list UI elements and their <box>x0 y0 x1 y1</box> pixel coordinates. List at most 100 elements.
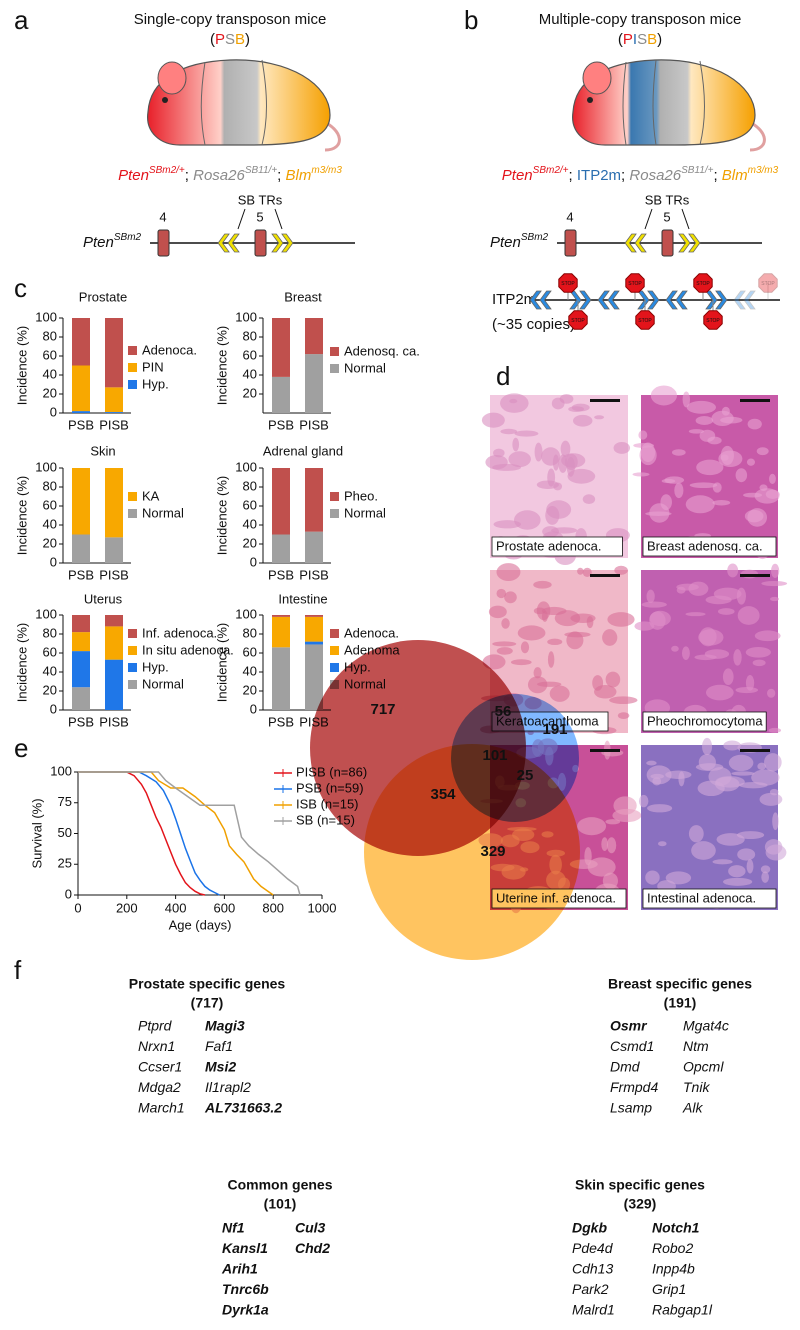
x-tick-label: PISB <box>299 417 329 432</box>
chevron <box>607 290 620 310</box>
scale-bar <box>740 399 770 402</box>
gene-name: Tnrc6b <box>222 1281 269 1297</box>
tissue-texture <box>517 625 546 641</box>
allele-sup: SBm2/+ <box>533 165 569 176</box>
y-tick-label: 0 <box>50 554 57 569</box>
panel-label: c <box>14 273 27 303</box>
survival-curve <box>78 771 206 896</box>
legend-swatch <box>330 347 339 356</box>
chart-title: Breast <box>284 289 322 304</box>
gene-name: Chd2 <box>295 1240 330 1256</box>
legend-label: Normal <box>344 505 386 520</box>
gene-name: AL731663.2 <box>204 1100 282 1116</box>
tissue-texture <box>745 675 755 691</box>
gene-name: Msi2 <box>205 1059 236 1075</box>
tissue-texture <box>759 792 783 806</box>
chevron <box>569 290 582 310</box>
stop-label: STOP <box>706 318 720 324</box>
tissue-texture <box>558 454 568 473</box>
tissue-texture <box>674 482 684 499</box>
tissue-texture <box>493 448 505 458</box>
legend-label: Normal <box>142 676 184 691</box>
tissue-texture <box>768 727 782 733</box>
tissue-texture <box>735 468 748 483</box>
image-label-box <box>642 711 767 732</box>
allele-sup: SBm2 <box>114 232 142 243</box>
venn-count: 56 <box>495 703 512 720</box>
x-tick-label: PISB <box>299 567 329 582</box>
tissue-texture <box>649 503 670 523</box>
strain-letter: P <box>215 31 225 48</box>
chevron <box>579 290 592 310</box>
gene-name: Lsamp <box>610 1100 652 1116</box>
image-label: Breast adenosq. ca. <box>647 538 763 553</box>
strain-letter: ) <box>657 31 662 48</box>
tissue-texture <box>650 385 678 406</box>
y-axis-label: Incidence (%) <box>14 476 29 555</box>
gene-name: Alk <box>682 1100 703 1116</box>
y-axis-label: Incidence (%) <box>214 623 229 702</box>
x-tick-label: 200 <box>116 900 138 915</box>
y-tick-label: 20 <box>43 535 57 550</box>
y-tick-label: 0 <box>250 701 257 716</box>
y-tick-label: 60 <box>243 347 257 362</box>
legend-swatch <box>128 646 137 655</box>
gene-name: Ptprd <box>138 1018 173 1034</box>
tissue-texture <box>520 641 530 654</box>
x-tick-label: PSB <box>268 714 294 729</box>
gene-name: Cdh13 <box>572 1261 613 1277</box>
tissue-texture <box>688 825 704 843</box>
y-tick-label: 60 <box>243 497 257 512</box>
tissue-texture <box>769 473 776 484</box>
image-label: Intestinal adenoca. <box>647 890 756 905</box>
tissue-texture <box>601 837 608 852</box>
chart-title: Uterus <box>84 591 123 606</box>
gene-name: Cul3 <box>295 1220 326 1236</box>
tissue-texture <box>746 859 754 874</box>
tissue-texture <box>747 418 762 430</box>
tissue-texture <box>617 712 630 720</box>
stop-label: STOP <box>638 318 652 324</box>
y-tick-label: 60 <box>43 347 57 362</box>
scale-bar <box>740 749 770 752</box>
bar-segment <box>305 616 323 642</box>
tissue-texture <box>514 430 539 437</box>
tissue-texture <box>485 455 508 470</box>
y-tick-label: 100 <box>50 763 72 778</box>
gene-list-title: Prostate specific genes <box>129 976 286 992</box>
y-tick-label: 75 <box>58 794 72 809</box>
panel-label: a <box>14 5 29 35</box>
image-label: Prostate adenoca. <box>496 538 602 553</box>
tissue-texture <box>482 654 506 670</box>
chart-title: Skin <box>90 443 115 458</box>
tissue-texture <box>736 831 765 840</box>
tissue-texture <box>745 646 771 658</box>
bar-segment <box>72 534 90 563</box>
gene-name: Faf1 <box>205 1038 233 1054</box>
tissue-texture <box>645 870 660 885</box>
tissue-texture <box>707 436 722 445</box>
gene-list-count: (717) <box>191 995 224 1011</box>
gene-name: Frmpd4 <box>610 1079 658 1095</box>
y-tick-label: 40 <box>243 663 257 678</box>
gene-name: Nf1 <box>222 1220 245 1236</box>
tissue-texture <box>504 591 517 604</box>
chevron <box>647 290 660 310</box>
legend-swatch <box>330 629 339 638</box>
y-tick-label: 100 <box>35 606 57 621</box>
tissue-texture <box>638 794 649 808</box>
legend-swatch <box>330 492 339 501</box>
chevron <box>281 233 294 253</box>
gene-name: Pde4d <box>572 1240 614 1256</box>
tissue-texture <box>605 819 621 825</box>
exon-number: 5 <box>663 209 670 224</box>
x-tick-label: PSB <box>268 567 294 582</box>
tissue-texture <box>728 865 746 878</box>
venn-count: 717 <box>370 701 395 718</box>
y-tick-label: 80 <box>243 625 257 640</box>
bar-segment <box>72 651 90 688</box>
tissue-texture <box>708 767 732 786</box>
legend-label: Hyp. <box>142 376 169 391</box>
tissue-texture <box>761 580 788 587</box>
